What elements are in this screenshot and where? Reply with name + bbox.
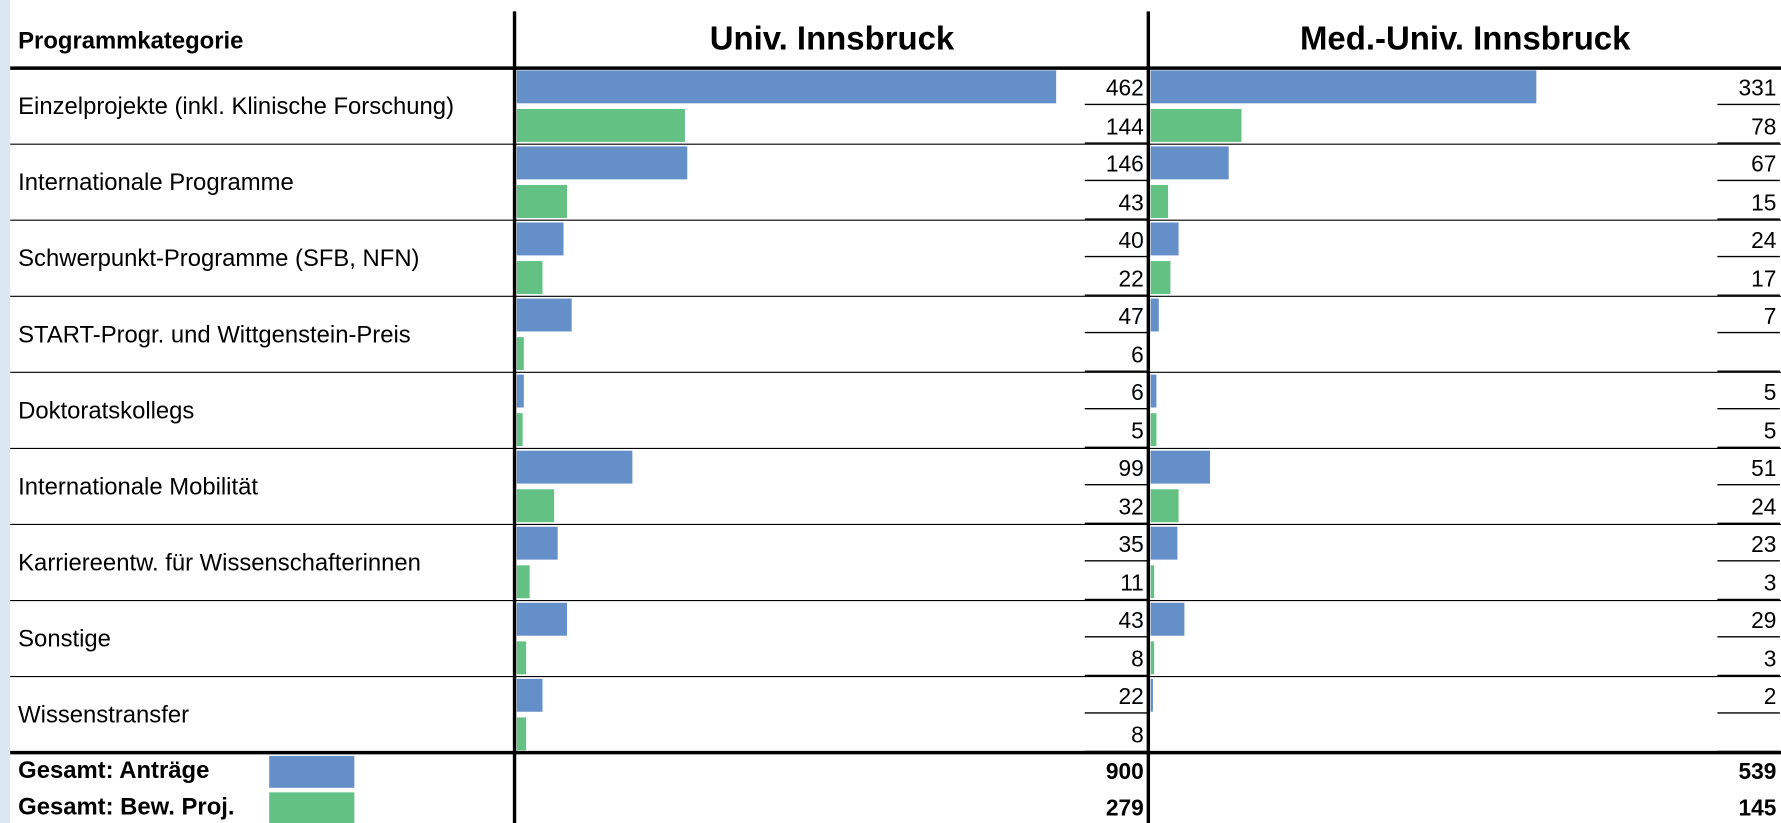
total-value: 539 xyxy=(1739,758,1777,784)
legend-swatch xyxy=(269,756,355,788)
value-label: 3 xyxy=(1764,646,1777,672)
category-label: Einzelprojekte (inkl. Klinische Forschun… xyxy=(18,93,454,120)
value-label: 144 xyxy=(1106,113,1144,139)
value-label: 43 xyxy=(1119,189,1144,215)
category-label: Doktoratskollegs xyxy=(18,397,194,424)
value-label: 29 xyxy=(1751,607,1776,633)
bar xyxy=(1150,450,1211,484)
bar xyxy=(516,70,1057,104)
value-label: 24 xyxy=(1751,227,1776,253)
value-label: 23 xyxy=(1751,531,1776,557)
bar xyxy=(1150,489,1179,523)
bar xyxy=(516,526,558,560)
bar xyxy=(1150,108,1242,142)
bar xyxy=(516,602,568,636)
value-label: 43 xyxy=(1119,607,1144,633)
bar xyxy=(1150,185,1169,218)
value-label: 7 xyxy=(1764,303,1777,329)
value-label: 331 xyxy=(1739,75,1777,101)
value-label: 35 xyxy=(1119,531,1144,557)
legend-label: Gesamt: Bew. Proj. xyxy=(18,794,234,821)
category-label: Internationale Mobilität xyxy=(18,473,258,500)
legend-label: Gesamt: Anträge xyxy=(18,757,209,784)
value-label: 5 xyxy=(1131,418,1144,444)
value-label: 2 xyxy=(1764,683,1777,709)
bar xyxy=(516,261,543,295)
value-label: 17 xyxy=(1751,265,1776,291)
value-label: 99 xyxy=(1119,455,1144,481)
bar xyxy=(516,298,572,332)
total-value: 279 xyxy=(1106,794,1144,820)
bar xyxy=(516,678,543,712)
bar xyxy=(516,565,530,599)
value-label: 40 xyxy=(1119,227,1144,253)
bar xyxy=(516,489,555,523)
value-label: 11 xyxy=(1120,570,1144,596)
category-label: START-Progr. und Wittgenstein-Preis xyxy=(18,321,411,348)
bar xyxy=(1150,298,1159,332)
value-label: 5 xyxy=(1764,418,1777,444)
value-label: 6 xyxy=(1131,341,1144,367)
bar xyxy=(1150,261,1171,295)
value-label: 3 xyxy=(1764,570,1777,596)
panel-title: Med.-Univ. Innsbruck xyxy=(1300,20,1631,57)
bar xyxy=(1150,70,1537,104)
value-label: 24 xyxy=(1751,494,1776,520)
bar xyxy=(516,146,688,180)
bar xyxy=(1150,222,1179,256)
legend-swatch xyxy=(269,792,355,823)
bar xyxy=(516,717,527,751)
total-value: 900 xyxy=(1106,758,1144,784)
value-label: 146 xyxy=(1106,151,1144,177)
total-value: 145 xyxy=(1739,794,1777,820)
side-strip xyxy=(0,0,11,823)
value-label: 47 xyxy=(1119,303,1144,329)
value-label: 462 xyxy=(1106,75,1144,101)
bar xyxy=(1150,374,1157,408)
category-label: Sonstige xyxy=(18,626,111,653)
bar xyxy=(1150,678,1153,712)
category-label: Internationale Programme xyxy=(18,169,294,196)
bar xyxy=(1150,565,1155,599)
value-label: 22 xyxy=(1119,265,1144,291)
bar xyxy=(1150,641,1155,675)
value-label: 67 xyxy=(1751,151,1776,177)
value-label: 15 xyxy=(1751,189,1776,215)
value-label: 5 xyxy=(1764,379,1777,405)
bar xyxy=(516,641,527,675)
value-label: 8 xyxy=(1131,646,1144,672)
bar xyxy=(516,108,685,142)
bar xyxy=(1150,146,1229,180)
value-label: 78 xyxy=(1751,113,1776,139)
value-label: 32 xyxy=(1119,494,1144,520)
value-label: 6 xyxy=(1131,379,1144,405)
value-label: 51 xyxy=(1751,455,1776,481)
bar xyxy=(516,222,564,256)
bar xyxy=(516,413,523,447)
bar xyxy=(1150,413,1157,447)
panel-title: Univ. Innsbruck xyxy=(710,20,955,57)
bar xyxy=(516,374,524,408)
category-label: Wissenstransfer xyxy=(18,702,189,729)
bar xyxy=(516,450,633,484)
bar xyxy=(516,337,524,371)
category-label: Karriereentw. für Wissenschafterinnen xyxy=(18,549,421,576)
bar xyxy=(516,185,568,218)
category-header: Programmkategorie xyxy=(18,27,243,54)
bar xyxy=(1150,526,1178,560)
value-label: 8 xyxy=(1131,722,1144,748)
value-label: 22 xyxy=(1119,683,1144,709)
bar xyxy=(1150,602,1185,636)
category-label: Schwerpunkt-Programme (SFB, NFN) xyxy=(18,245,419,272)
